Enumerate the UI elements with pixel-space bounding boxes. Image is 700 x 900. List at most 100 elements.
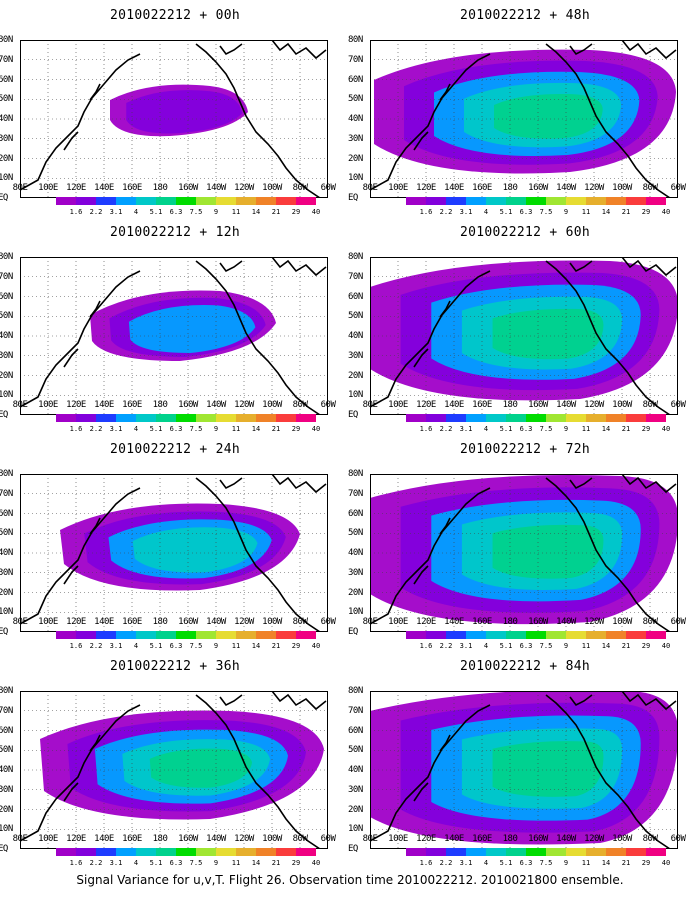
colorbar-swatch	[176, 414, 197, 422]
colorbar-swatch	[116, 631, 137, 639]
colorbar-label: 5.1	[499, 425, 513, 433]
colorbar-swatch	[216, 848, 237, 856]
variance-contour	[492, 741, 604, 797]
coastline	[439, 734, 451, 752]
coastline	[20, 704, 141, 842]
longitude-label: 100E	[388, 400, 408, 410]
latitude-label: 70N	[0, 271, 13, 282]
colorbar-swatch	[196, 631, 217, 639]
colorbar-label: 11	[231, 642, 241, 650]
longitude-label: 100W	[262, 617, 282, 627]
panel-title: 2010022212 + 00h	[109, 8, 241, 23]
colorbar-swatch	[586, 197, 607, 205]
colorbar-swatch	[256, 414, 277, 422]
longitude-label: 180	[502, 400, 518, 410]
longitude-label: 120W	[584, 183, 604, 193]
coastline	[89, 83, 101, 101]
colorbar-label: 9	[213, 425, 219, 433]
latitude-label: 20N	[0, 804, 13, 815]
longitude-label: 100W	[262, 400, 282, 410]
colorbar-label: 5.1	[149, 425, 163, 433]
variance-contour	[492, 308, 604, 360]
coastline	[195, 43, 321, 198]
coastline	[545, 260, 671, 415]
longitude-label: 120E	[416, 400, 436, 410]
latitude-label: 10N	[0, 824, 13, 835]
coastline	[413, 348, 429, 368]
latitude-label: 60N	[0, 725, 13, 736]
colorbar-label: 2.2	[439, 642, 453, 650]
colorbar-swatch	[136, 414, 157, 422]
coastline	[370, 270, 491, 408]
latitude-label: 20N	[0, 370, 13, 381]
colorbar-label: 1.6	[419, 642, 433, 650]
coastline	[219, 43, 243, 56]
colorbar-label: 11	[581, 425, 591, 433]
colorbar-swatch	[196, 414, 217, 422]
colorbar-label: 4	[483, 859, 489, 867]
coastline	[195, 477, 321, 632]
colorbar-swatch	[56, 631, 77, 639]
longitude-label: 120W	[234, 183, 254, 193]
colorbar-swatch	[196, 848, 217, 856]
colorbar-label: 5.1	[499, 208, 513, 216]
colorbar-swatch	[56, 848, 77, 856]
colorbar-label: 40	[661, 859, 671, 867]
latitude-label: 50N	[348, 94, 363, 105]
longitude-label: 180	[152, 183, 168, 193]
longitude-label: 140W	[556, 400, 576, 410]
colorbar-label: 9	[213, 642, 219, 650]
colorbar-swatch	[466, 631, 487, 639]
figure-caption: Signal Variance for u,v,T. Flight 26. Ob…	[76, 873, 624, 887]
longitude-label: 140W	[206, 183, 226, 193]
latitude-label: 10N	[348, 607, 363, 618]
colorbar-label: 9	[563, 425, 569, 433]
colorbar-swatch	[526, 414, 547, 422]
longitude-label: 80W	[292, 834, 308, 844]
colorbar-swatch	[156, 631, 177, 639]
latitude-label: EQ	[0, 627, 8, 637]
longitude-label: 160W	[178, 400, 198, 410]
map-plot	[20, 257, 328, 415]
colorbar-swatch	[646, 414, 666, 422]
variance-contour	[149, 748, 252, 788]
colorbar-label: 40	[661, 208, 671, 216]
longitude-label: 140W	[556, 183, 576, 193]
latitude-label: EQ	[348, 627, 358, 637]
latitude-label: 50N	[348, 311, 363, 322]
latitude-label: 30N	[0, 133, 13, 144]
coastline	[20, 53, 141, 191]
map-panel: 2010022212 + 24h 80N 70N 60N 50N 40N 30N 20N 10N…	[0, 434, 350, 651]
colorbar-swatch	[486, 848, 507, 856]
coastline	[545, 477, 671, 632]
map-panel: 2010022212 + 60h 80N 70N 60N 50N 40N 30N 20N 10N…	[348, 217, 700, 434]
panel-title: 2010022212 + 48h	[459, 8, 591, 23]
colorbar-label: 2.2	[89, 642, 103, 650]
longitude-label: 100W	[612, 617, 632, 627]
colorbar-swatch	[296, 197, 316, 205]
longitude-label: 80E	[12, 183, 28, 193]
colorbar-label: 1.6	[419, 425, 433, 433]
colorbar-label: 21	[621, 425, 631, 433]
longitude-label: 80W	[642, 617, 658, 627]
colorbar-label: 6.3	[169, 642, 183, 650]
colorbar-label: 40	[661, 642, 671, 650]
colorbar-label: 4	[483, 642, 489, 650]
colorbar-label: 1.6	[69, 642, 83, 650]
longitude-label: 180	[502, 183, 518, 193]
colorbar-swatch	[526, 631, 547, 639]
coastline	[370, 704, 491, 842]
longitude-label: 100E	[388, 617, 408, 627]
latitude-label: 60N	[0, 291, 13, 302]
colorbar-swatch	[606, 631, 627, 639]
colorbar-label: 14	[251, 425, 261, 433]
longitude-label: 120E	[416, 834, 436, 844]
colorbar-label: 11	[581, 208, 591, 216]
colorbar-label: 29	[641, 859, 651, 867]
colorbar-swatch	[156, 848, 177, 856]
colorbar-label: 11	[231, 425, 241, 433]
longitude-label: 80W	[642, 400, 658, 410]
colorbar-swatch	[96, 631, 117, 639]
colorbar	[56, 414, 316, 422]
colorbar-label: 7.5	[539, 642, 553, 650]
